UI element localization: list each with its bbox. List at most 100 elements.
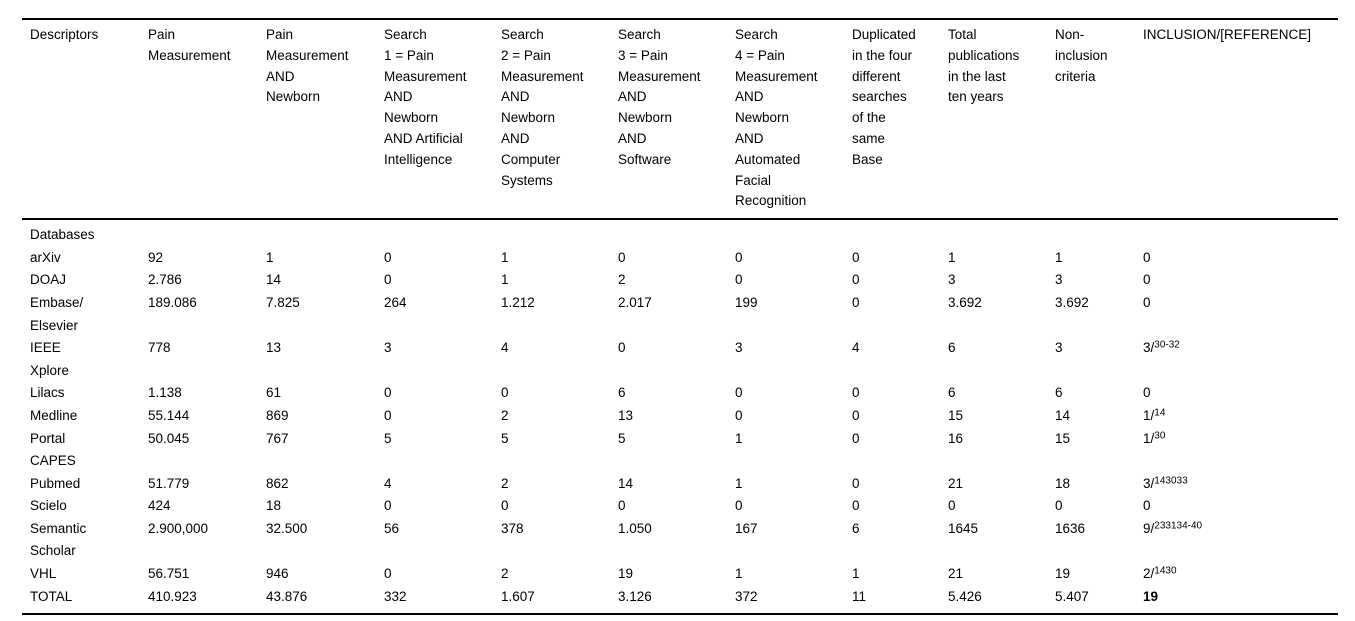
value-cell: 0 — [852, 294, 860, 310]
value-cell: 56 — [384, 520, 400, 536]
inclusion-cell: 9/233134-40 — [1135, 518, 1338, 563]
value-cell: 332 — [384, 588, 407, 604]
table-row: IEEE Xplore 778 13 3 4 0 3 4 6 3 3/30-32 — [22, 337, 1338, 382]
column-header-descriptors: Descriptors — [22, 19, 140, 221]
value-cell: 0 — [618, 498, 626, 514]
database-name-cell: VHL — [30, 566, 57, 582]
value-cell: 0 — [618, 249, 626, 265]
value-cell: 6 — [618, 385, 626, 401]
inclusion-reference-superscript: 14 — [1154, 407, 1166, 419]
column-header-search-2: Search 2 = Pain Measurement AND Newborn … — [493, 19, 610, 221]
inclusion-reference-superscript: 1430 — [1154, 565, 1177, 577]
value-cell: 167 — [735, 520, 758, 536]
value-cell — [376, 219, 493, 247]
value-cell: 0 — [852, 498, 860, 514]
value-cell: 4 — [852, 340, 860, 356]
table-row: VHL 56.751 946 0 2 19 1 1 21 19 2/1430 — [22, 563, 1338, 586]
value-cell: 92 — [148, 249, 164, 265]
value-cell: 2.017 — [618, 294, 652, 310]
value-cell: 3.692 — [948, 294, 982, 310]
value-cell: 14 — [266, 272, 282, 288]
table-row: Portal CAPES 50.045 767 5 5 5 1 0 16 15 … — [22, 428, 1338, 473]
value-cell: 0 — [1055, 498, 1063, 514]
database-name-cell: Medline — [30, 407, 78, 423]
table-row: Medline 55.144 869 0 2 13 0 0 15 14 1/14 — [22, 405, 1338, 428]
table-body: Databases arXiv 92 1 0 1 0 0 0 1 1 0 DOA… — [22, 219, 1338, 614]
value-cell: 32.500 — [266, 520, 308, 536]
table-row: Embase/ Elsevier 189.086 7.825 264 1.212… — [22, 292, 1338, 337]
value-cell: 50.045 — [148, 430, 190, 446]
inclusion-cell: 0 — [1135, 247, 1338, 270]
value-cell: 0 — [501, 385, 509, 401]
value-cell: 6 — [1055, 385, 1063, 401]
value-cell: 1 — [735, 566, 743, 582]
inclusion-cell: 1/14 — [1135, 405, 1338, 428]
value-cell: 1 — [501, 249, 509, 265]
value-cell — [1047, 219, 1135, 247]
value-cell: 19 — [618, 566, 634, 582]
value-cell: 21 — [948, 475, 964, 491]
value-cell: 1.212 — [501, 294, 535, 310]
value-cell: 0 — [735, 498, 743, 514]
value-cell: 0 — [735, 385, 743, 401]
database-name-cell: arXiv — [30, 249, 61, 265]
column-header-search-3: Search 3 = Pain Measurement AND Newborn … — [610, 19, 727, 221]
inclusion-value: 0 — [1143, 272, 1151, 288]
value-cell: 0 — [501, 498, 509, 514]
value-cell: 6 — [852, 520, 860, 536]
value-cell: 6 — [948, 385, 956, 401]
inclusion-cell: 1/30 — [1135, 428, 1338, 473]
database-name-cell: DOAJ — [30, 272, 67, 288]
inclusion-value: 19 — [1143, 588, 1159, 604]
table-header: Descriptors Pain Measurement Pain Measur… — [22, 19, 1338, 221]
value-cell: 21 — [948, 566, 964, 582]
value-cell: 0 — [852, 272, 860, 288]
value-cell: 3 — [1055, 272, 1063, 288]
value-cell: 378 — [501, 520, 524, 536]
value-cell: 14 — [1055, 407, 1071, 423]
value-cell: 0 — [384, 407, 392, 423]
value-cell: 3 — [948, 272, 956, 288]
value-cell: 61 — [266, 385, 282, 401]
value-cell: 2 — [501, 407, 509, 423]
database-name-cell: TOTAL — [30, 588, 73, 604]
value-cell: 778 — [148, 340, 171, 356]
database-name-cell: Databases — [30, 227, 95, 243]
inclusion-value: 0 — [1143, 385, 1151, 401]
value-cell: 4 — [384, 475, 392, 491]
value-cell: 0 — [384, 272, 392, 288]
value-cell: 51.779 — [148, 475, 190, 491]
value-cell — [493, 219, 610, 247]
value-cell: 18 — [266, 498, 282, 514]
inclusion-value: 2/ — [1143, 566, 1155, 582]
value-cell: 56.751 — [148, 566, 190, 582]
column-header-search-4: Search 4 = Pain Measurement AND Newborn … — [727, 19, 844, 221]
value-cell: 18 — [1055, 475, 1071, 491]
value-cell: 0 — [948, 498, 956, 514]
database-name-cell: IEEE Xplore — [30, 340, 70, 378]
inclusion-cell: 3/143033 — [1135, 473, 1338, 496]
value-cell — [258, 219, 376, 247]
value-cell: 0 — [735, 249, 743, 265]
value-cell: 3.126 — [618, 588, 652, 604]
value-cell: 0 — [852, 430, 860, 446]
table-row: Databases — [22, 219, 1338, 247]
value-cell: 0 — [852, 407, 860, 423]
column-header-pain-measurement-newborn: Pain Measurement AND Newborn — [258, 19, 376, 221]
inclusion-cell: 0 — [1135, 269, 1338, 292]
inclusion-cell: 19 — [1135, 586, 1338, 615]
inclusion-reference-superscript: 30-32 — [1154, 339, 1180, 351]
value-cell: 16 — [948, 430, 964, 446]
value-cell: 55.144 — [148, 407, 190, 423]
value-cell: 13 — [618, 407, 634, 423]
value-cell: 14 — [618, 475, 634, 491]
value-cell: 2.900,000 — [148, 520, 209, 536]
value-cell: 5 — [618, 430, 626, 446]
inclusion-reference-superscript: 233134-40 — [1154, 520, 1203, 532]
value-cell: 1.607 — [501, 588, 535, 604]
value-cell: 3.692 — [1055, 294, 1089, 310]
value-cell: 0 — [384, 385, 392, 401]
value-cell: 15 — [1055, 430, 1071, 446]
value-cell — [610, 219, 727, 247]
value-cell — [844, 219, 940, 247]
